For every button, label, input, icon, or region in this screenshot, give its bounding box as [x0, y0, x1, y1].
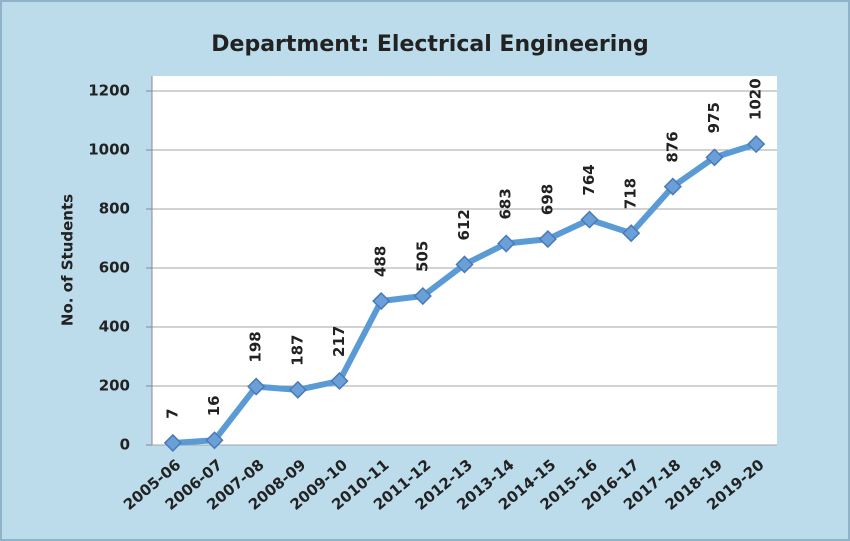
data-label: 198 — [247, 331, 265, 362]
marker — [247, 377, 266, 396]
data-label: 683 — [497, 188, 515, 219]
marker — [538, 230, 557, 249]
data-label: 217 — [330, 326, 348, 357]
data-label: 1020 — [747, 78, 765, 120]
data-label: 187 — [288, 335, 306, 366]
data-label: 764 — [580, 164, 598, 195]
marker — [663, 177, 682, 196]
y-tick-label: 200 — [99, 377, 130, 395]
marker — [622, 224, 641, 243]
y-tick-label: 800 — [99, 200, 130, 218]
marker — [580, 210, 599, 229]
marker — [747, 135, 766, 154]
data-label: 698 — [538, 184, 556, 215]
marker — [205, 431, 224, 450]
marker — [497, 234, 516, 253]
y-tick-label: 0 — [120, 436, 130, 454]
y-tick-label: 400 — [99, 318, 130, 336]
data-label: 876 — [663, 131, 681, 162]
marker — [330, 371, 349, 391]
y-tick-label: 1200 — [88, 82, 130, 100]
data-label: 612 — [455, 209, 473, 240]
data-label: 975 — [705, 102, 723, 133]
y-tick-label: 1000 — [88, 141, 130, 159]
marker — [288, 380, 307, 399]
data-label: 16 — [205, 395, 223, 416]
marker — [705, 148, 724, 167]
data-label: 7 — [163, 408, 181, 418]
marker — [455, 255, 474, 274]
y-tick-label: 600 — [99, 259, 130, 277]
data-label: 488 — [372, 246, 390, 277]
data-label: 718 — [622, 178, 640, 209]
y-axis-label: No. of Students — [59, 194, 77, 326]
marker — [372, 291, 391, 311]
marker — [413, 286, 432, 306]
data-label: 505 — [413, 241, 431, 272]
chart-title: Department: Electrical Engineering — [211, 32, 648, 57]
marker — [163, 433, 182, 452]
